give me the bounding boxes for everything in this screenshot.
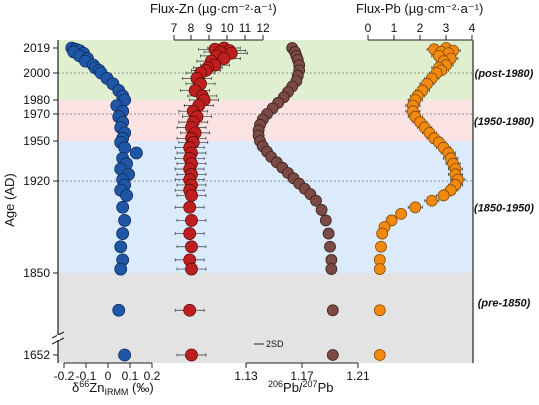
zn_isotope-point-40 [114,262,128,276]
pb_flux-tick-label-4: 4 [469,21,476,35]
pb_flux-point-35 [425,194,438,207]
y-tick-label-1970: 1970 [23,107,50,121]
zn_isotope-tick-label-0: 0 [105,369,112,383]
pb_ratio-point-31 [319,214,332,227]
pb_ratio-point-35 [325,263,338,275]
pb_ratio-tick-label-1.17: 1.17 [290,369,314,383]
period-label-2: (1950-1980) [474,116,534,128]
zn_isotope-tick-label--0.2: -0.2 [54,369,75,383]
period-band-1 [58,40,473,100]
zn_flux-tick-label-11: 11 [239,21,252,35]
zn_flux-point-37 [183,227,197,240]
y-tick-label-1920: 1920 [23,174,50,188]
pb_ratio-point-33 [324,240,336,253]
pb_ratio-point-36 [326,304,339,317]
pb-ratio-axis-label: 206Pb/207Pb [268,379,333,395]
pb-ratio-label-207: 207 [303,379,318,389]
y-axis-label: Age (AD) [2,173,17,226]
y-tick-label-1950: 1950 [23,134,50,148]
zn_isotope-tick-label--0.1: -0.1 [76,369,97,383]
zn_isotope-point-42 [118,348,132,362]
zn_flux-point-41 [183,303,197,317]
pb_flux-point-36 [409,201,422,214]
zn_flux-tick-label-7: 7 [171,21,178,35]
zn_isotope-tick-label-0.2: 0.2 [144,369,161,383]
zn-flux-axis-label: Flux-Zn (µg·cm⁻²·a⁻¹) [150,1,277,16]
pb_flux-point-34 [437,189,450,202]
y-tick-label-2000: 2000 [23,66,50,80]
zn_isotope-point-38 [114,240,128,254]
zn_isotope-point-36 [118,214,132,227]
zn_flux-point-6 [217,52,231,65]
pb_ratio-tick-label-1.21: 1.21 [346,369,370,383]
pb_flux-point-37 [395,207,407,220]
zn_isotope-point-26 [129,146,143,160]
zn_flux-point-42 [185,348,198,362]
zn_isotope-point-35 [116,200,130,214]
zn_flux-point-38 [185,240,198,254]
zn_flux-tick-label-8: 8 [188,21,195,35]
pb_flux-point-40 [376,227,389,240]
period-label-3: (1850-1950) [474,202,534,214]
pb_ratio-point-30 [315,204,328,216]
pb_flux-tick-label-2: 2 [417,21,424,35]
zn_flux-point-40 [185,262,198,276]
zn_isotope-point-34 [120,189,133,202]
pb_ratio-point-37 [326,349,339,361]
pb-flux-axis-label: Flux-Pb (µg·cm⁻²·a⁻¹) [356,1,483,16]
zn-isotope-label-standard: IRMM [104,387,128,397]
zn_isotope-point-37 [116,227,130,240]
zn_flux-tick-label-9: 9 [206,21,213,35]
zn-isotope-axis-label: δ66ZnIRMM (‰) [72,379,154,397]
y-tick-label-1980: 1980 [23,93,50,107]
zn-isotope-label-unit: (‰) [128,380,153,395]
y-tick-label-1850: 1850 [23,266,50,280]
zn_flux-tick-label-12: 12 [256,21,270,35]
pb_flux-point-41 [375,240,387,253]
period-label-1: (post-1980) [475,68,534,80]
pb_ratio-point-32 [322,227,335,240]
zn_flux-tick-label-10: 10 [220,21,234,35]
zn_isotope-tick-label-0.1: 0.1 [122,369,139,383]
pb-ratio-label-206: 206 [268,379,283,389]
y-axis-break-gap [57,335,60,340]
two-sd-annotation: 2SD [266,339,284,349]
pb_ratio-point-29 [310,194,322,207]
y-tick-label-1652: 1652 [23,348,50,362]
pb_flux-point-43 [373,263,386,275]
pb_flux-tick-label-1: 1 [391,21,398,35]
data-points [65,41,464,362]
y-tick-label-2019: 2019 [23,41,50,55]
period-labels: (post-1980) (1950-1980) (1850-1950) (pre-18… [474,68,534,309]
zn_flux-point-36 [185,214,198,227]
zn-isotope-label-element: Zn [89,380,104,395]
axis-labels: Age (AD) Flux-Zn (µg·cm⁻²·a⁻¹) Flux-Pb (… [2,1,483,397]
pb_flux-tick-label-0: 0 [365,21,372,35]
zn_flux-point-35 [183,200,197,214]
zn_flux-point-34 [185,189,198,202]
pb-ratio-label-pb: Pb/ [283,380,303,395]
pb_flux-point-45 [373,349,386,361]
zn_isotope-point-41 [112,303,126,317]
pb_flux-tick-label-3: 3 [443,21,450,35]
period-band-4 [58,273,473,363]
zn-isotope-label-delta: δ [72,380,79,395]
period-label-4: (pre-1850) [478,297,531,309]
pb_ratio-tick-label-1.13: 1.13 [234,369,258,383]
zn_isotope-point-25 [118,141,132,155]
pb_flux-point-44 [373,304,386,317]
pb-ratio-label-pb-end: Pb [318,380,334,395]
zn-isotope-label-mass: 66 [79,379,89,389]
